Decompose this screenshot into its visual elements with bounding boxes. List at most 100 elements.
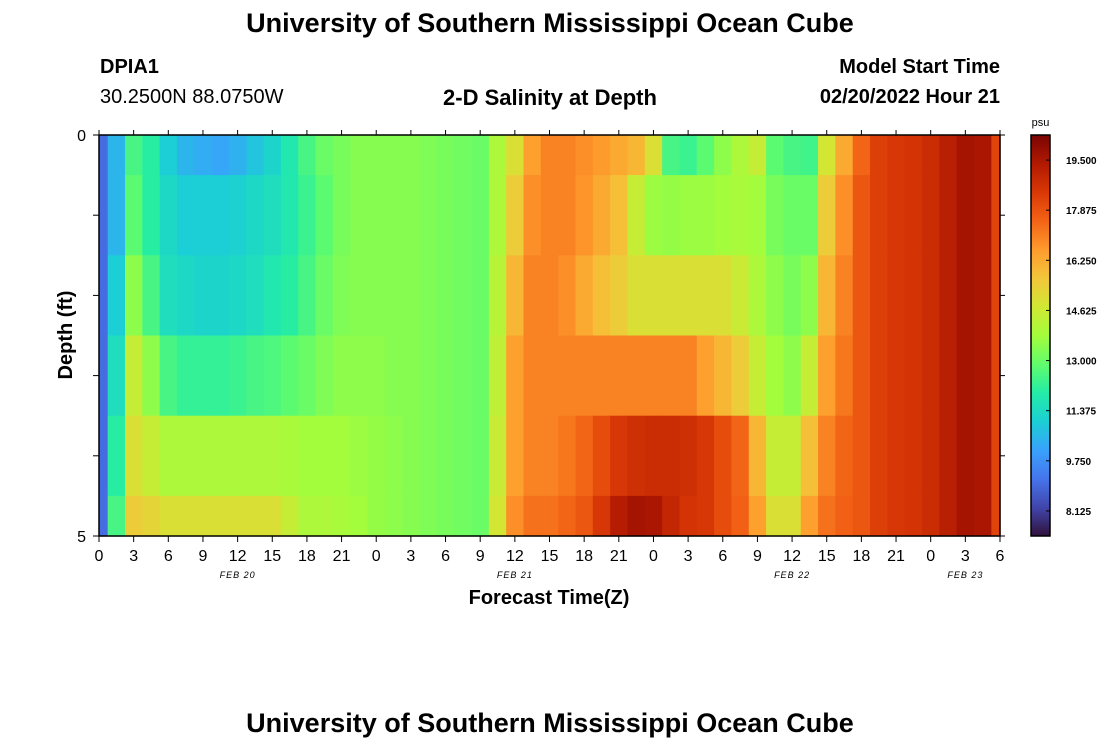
- heatmap-cell: [766, 335, 785, 417]
- heatmap-cell: [956, 495, 975, 537]
- heatmap-cell: [627, 495, 646, 537]
- station-id: DPIA1: [100, 56, 159, 78]
- heatmap-cell: [852, 175, 871, 256]
- heatmap-cell: [99, 255, 109, 337]
- heatmap-cell: [627, 135, 646, 176]
- heatmap-cell: [159, 175, 178, 256]
- heatmap-cell: [367, 335, 386, 417]
- heatmap-cell: [280, 255, 299, 337]
- heatmap-cell: [298, 175, 317, 256]
- heatmap-cell: [402, 495, 421, 537]
- heatmap-cell: [211, 135, 230, 176]
- heatmap-cell: [540, 415, 559, 497]
- heatmap-cell: [748, 415, 767, 497]
- heatmap-cell: [298, 495, 317, 537]
- heatmap-cell: [124, 255, 143, 337]
- heatmap-cell: [176, 135, 195, 176]
- heatmap-cell: [575, 255, 594, 337]
- heatmap-cell: [107, 495, 126, 537]
- heatmap-cell: [991, 175, 1001, 256]
- heatmap-cell: [454, 175, 473, 256]
- heatmap-cell: [332, 335, 351, 417]
- heatmap-cell: [263, 175, 282, 256]
- heatmap-cell: [887, 335, 906, 417]
- heatmap-cell: [731, 175, 750, 256]
- heatmap-cell: [384, 255, 403, 337]
- heatmap-cell: [610, 135, 629, 176]
- heatmap-cell: [350, 335, 369, 417]
- heatmap-cell: [124, 495, 143, 537]
- heatmap-cell: [991, 135, 1001, 176]
- heatmap-cell: [662, 175, 681, 256]
- heatmap-cell: [142, 495, 161, 537]
- heatmap-cell: [731, 415, 750, 497]
- heatmap-cell: [679, 255, 698, 337]
- heatmap-cell: [402, 175, 421, 256]
- heatmap-cell: [194, 175, 213, 256]
- colorbar-tick-label: 19.500: [1066, 156, 1097, 167]
- heatmap-cell: [679, 495, 698, 537]
- heatmap-cell: [714, 175, 733, 256]
- heatmap-cell: [228, 175, 247, 256]
- heatmap-cell: [419, 135, 438, 176]
- heatmap-cell: [991, 255, 1001, 337]
- x-tick-label: 15: [541, 548, 559, 565]
- heatmap-cell: [142, 255, 161, 337]
- heatmap-cell: [367, 495, 386, 537]
- heatmap-cell: [194, 135, 213, 176]
- heatmap-cell: [384, 415, 403, 497]
- heatmap-cell: [99, 135, 109, 176]
- heatmap-cell: [315, 415, 334, 497]
- heatmap-cell: [263, 135, 282, 176]
- heatmap-cell: [367, 135, 386, 176]
- heatmap-cell: [870, 415, 888, 497]
- heatmap-cell: [228, 135, 247, 176]
- heatmap-cell: [714, 255, 733, 337]
- heatmap-cell: [471, 495, 490, 537]
- heatmap-cell: [610, 255, 629, 337]
- heatmap-cell: [558, 495, 577, 537]
- x-tick-label: 12: [506, 548, 524, 565]
- heatmap-cell: [367, 255, 386, 337]
- heatmap-cell: [956, 175, 975, 256]
- date-label: FEB 20: [220, 570, 256, 580]
- heatmap-cell: [488, 135, 507, 176]
- heatmap-cell: [852, 415, 871, 497]
- heatmap-cell: [974, 495, 992, 537]
- x-tick-label: 9: [199, 548, 208, 565]
- heatmap-cell: [142, 415, 161, 497]
- heatmap-cell: [246, 175, 265, 256]
- heatmap-cell: [402, 255, 421, 337]
- heatmap-cell: [714, 415, 733, 497]
- heatmap-cell: [956, 135, 975, 176]
- heatmap-cell: [228, 335, 247, 417]
- heatmap-cell: [350, 415, 369, 497]
- heatmap-cell: [436, 175, 455, 256]
- x-tick-label: 0: [95, 548, 104, 565]
- heatmap-cell: [523, 255, 542, 337]
- heatmap-cell: [696, 335, 715, 417]
- heatmap-cell: [246, 495, 265, 537]
- heatmap-cell: [159, 495, 178, 537]
- heatmap-cell: [454, 415, 473, 497]
- heatmap-cell: [211, 415, 230, 497]
- heatmap-cell: [246, 415, 265, 497]
- heatmap-cell: [142, 135, 161, 176]
- heatmap-cell: [176, 335, 195, 417]
- heatmap-cell: [870, 255, 888, 337]
- heatmap-cell: [766, 415, 785, 497]
- heatmap-cell: [904, 255, 923, 337]
- heatmap-cell: [280, 415, 299, 497]
- heatmap-cell: [384, 495, 403, 537]
- heatmap-cells: [99, 135, 1001, 537]
- heatmap-cell: [107, 175, 126, 256]
- heatmap-cell: [488, 495, 507, 537]
- heatmap-cell: [419, 335, 438, 417]
- heatmap-cell: [818, 255, 836, 337]
- x-axis: 0 3 6 9 12 15 18 21 0 3 6 9 12 15 18 21 0 3 6 9 12 15 18 21 0 3 6 F…: [95, 130, 1005, 580]
- heatmap-cell: [696, 135, 715, 176]
- heatmap-cell: [575, 175, 594, 256]
- heatmap-cell: [298, 335, 317, 417]
- heatmap-cell: [384, 335, 403, 417]
- heatmap-cell: [662, 495, 681, 537]
